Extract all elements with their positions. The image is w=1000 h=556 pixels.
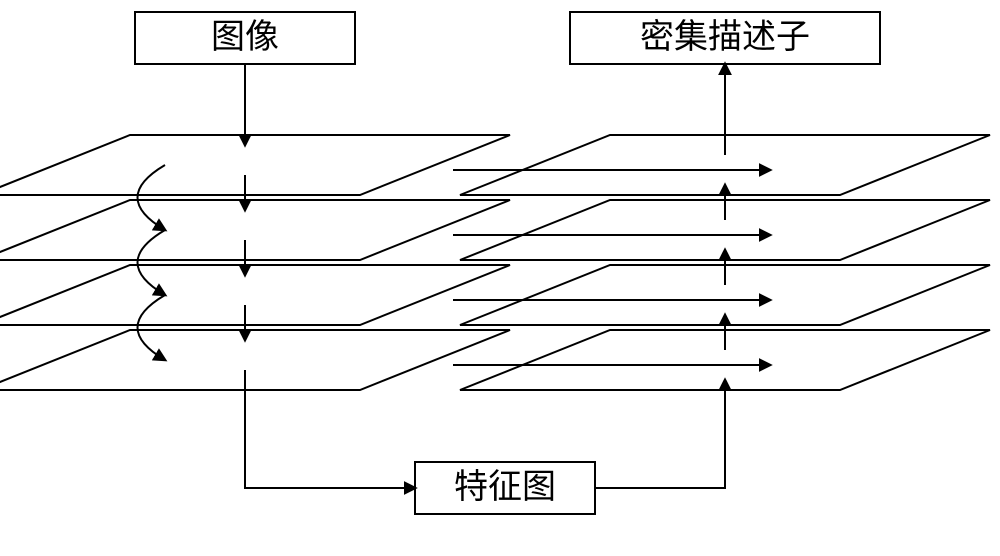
feature-label: 特征图 — [454, 468, 556, 506]
arrow-skip-0 — [138, 165, 166, 230]
encoder-layer-1 — [0, 200, 510, 260]
arrows-group — [138, 64, 771, 488]
diagram-canvas: 图像 密集描述子特征图 — [0, 0, 1000, 556]
arrow-skip-1 — [138, 230, 166, 295]
encoder-layer-3 — [0, 330, 510, 390]
boxes-group: 图像 密集描述子特征图 — [135, 12, 880, 514]
encoder-layer-0 — [0, 135, 510, 195]
encoder-stack — [0, 135, 510, 390]
arrow-feature-to-decoder — [595, 380, 725, 488]
arrow-skip-2 — [138, 295, 166, 360]
encoder-layer-2 — [0, 265, 510, 325]
image-label: 图像 — [211, 18, 279, 56]
arrow-encoder-to-feature — [245, 370, 415, 488]
descriptor-label: 密集描述子 — [640, 18, 810, 56]
